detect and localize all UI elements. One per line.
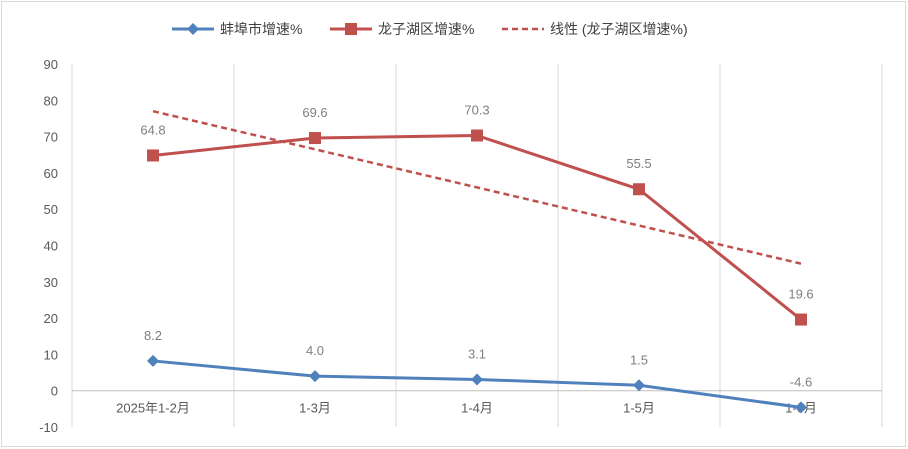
- data-point-marker: [633, 379, 645, 392]
- data-label: -4.6: [790, 374, 812, 389]
- y-tick-label: 80: [44, 93, 58, 108]
- y-tick-label: 60: [44, 166, 58, 181]
- data-label: 1.5: [630, 352, 648, 367]
- legend-entry-series-2: 龙子湖区增速%: [330, 21, 474, 37]
- data-label: 69.6: [302, 105, 327, 120]
- data-point-marker: [309, 132, 321, 145]
- data-point-marker: [633, 183, 645, 196]
- data-point-marker: [309, 370, 321, 383]
- data-point-marker: [795, 401, 807, 414]
- y-tick-label: 50: [44, 202, 58, 217]
- y-tick-label: 0: [51, 384, 58, 399]
- legend-label-series-2: 龙子湖区增速%: [378, 21, 474, 37]
- legend: 蚌埠市增速% 龙子湖区增速% 线性 (龙子湖区增速%): [172, 21, 688, 37]
- data-label: 19.6: [788, 287, 813, 302]
- data-label: 8.2: [144, 328, 162, 343]
- y-tick-label: 10: [44, 347, 58, 362]
- x-tick-label: 1-4月: [461, 401, 493, 416]
- data-label: 64.8: [140, 122, 165, 137]
- y-tick-label: -10: [39, 420, 58, 435]
- x-tick-label: 1-3月: [299, 401, 331, 416]
- y-tick-label: 90: [44, 57, 58, 72]
- legend-marker-square-icon: [345, 23, 357, 35]
- data-point-marker: [471, 373, 483, 386]
- x-tick-label: 2025年1-2月: [116, 401, 190, 416]
- y-tick-label: 20: [44, 311, 58, 326]
- data-point-marker: [471, 129, 483, 142]
- trendline-linear: [152, 109, 802, 265]
- legend-label-series-1: 蚌埠市增速%: [220, 21, 302, 37]
- y-tick-label: 40: [44, 239, 58, 254]
- data-point-marker: [147, 149, 159, 162]
- legend-entry-trendline: 线性 (龙子湖区增速%): [502, 21, 688, 37]
- data-label: 55.5: [626, 156, 651, 171]
- data-label: 70.3: [464, 103, 489, 118]
- legend-label-trendline: 线性 (龙子湖区增速%): [550, 21, 688, 37]
- y-tick-label: 30: [44, 275, 58, 290]
- x-tick-label: 1-5月: [623, 401, 655, 416]
- y-tick-label: 70: [44, 130, 58, 145]
- plot-area: -10 0 10 20 30 40 50 60 70 80 90 2025年1-2月 1-3月 1-4月 1…: [39, 57, 883, 435]
- legend-entry-series-1: 蚌埠市增速%: [172, 21, 302, 37]
- legend-marker-diamond-icon: [187, 23, 199, 35]
- data-label: 4.0: [306, 343, 324, 358]
- data-point-marker: [795, 313, 807, 326]
- data-point-marker: [147, 354, 159, 367]
- data-label: 3.1: [468, 346, 486, 361]
